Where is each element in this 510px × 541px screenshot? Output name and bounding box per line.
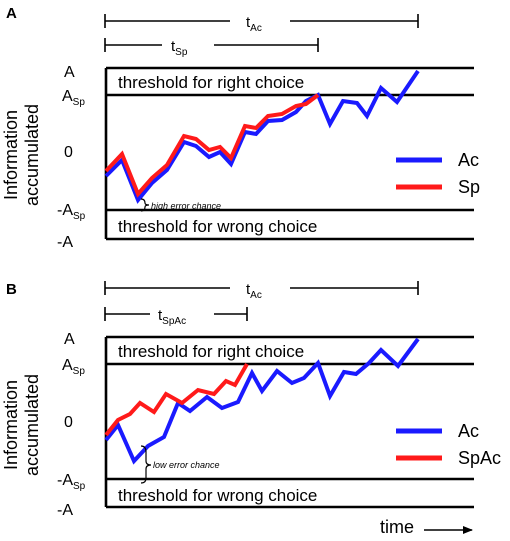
panel-b-error-brace — [140, 445, 152, 484]
panel-a-level-a: A — [64, 64, 75, 81]
panel-b-threshold-wrong-label: threshold for wrong choice — [118, 486, 317, 505]
panel-b-spac-trace — [104, 363, 249, 437]
panel-b-tspac-bracket — [104, 307, 248, 321]
panel-a-legend-ac: Ac — [458, 150, 479, 170]
panel-a-ylabel-line1: Information — [1, 110, 21, 200]
panel-a-frame — [104, 66, 474, 241]
panel-b-legend-ac: Ac — [458, 421, 479, 441]
panel-b-tspac-label: tSpAc — [158, 307, 186, 327]
panel-a-tac-bracket — [104, 14, 419, 28]
panel-a-threshold-wrong-label: threshold for wrong choice — [118, 217, 317, 236]
panel-a-tsp-bracket — [104, 38, 319, 52]
panel-b-ylabel-line2: accumulated — [22, 374, 42, 476]
panel-a-letter: A — [6, 5, 17, 22]
panel-a-level-neg-asp: -ASp — [57, 202, 86, 222]
panel-a-tsp-label: tSp — [171, 38, 188, 58]
panel-a-tac-label: tAc — [246, 14, 262, 34]
panel-a-legend-sp: Sp — [458, 177, 480, 197]
panel-a-level-asp: ASp — [62, 88, 85, 108]
panel-b-ac-trace — [104, 337, 420, 465]
panel-b-frame — [104, 335, 474, 509]
panel-a-sp-trace — [104, 93, 320, 198]
panel-a-note: high error chance — [151, 201, 221, 211]
panel-a-legend: Ac Sp — [396, 150, 480, 197]
panel-a-ac-trace — [104, 69, 420, 204]
panel-b-level-neg-asp: -ASp — [57, 472, 86, 492]
panel-a-level-zero: 0 — [64, 144, 73, 161]
panel-b-letter: B — [6, 281, 17, 298]
panel-b-time-label: time — [380, 517, 414, 537]
panel-a-error-brace — [140, 198, 150, 212]
panel-b-level-zero: 0 — [64, 414, 73, 431]
panel-a-ylabel-line2: accumulated — [22, 104, 42, 206]
panel-b-note: low error chance — [153, 460, 220, 470]
panel-b-level-neg-a: -A — [57, 502, 73, 519]
panel-b-level-asp: ASp — [62, 357, 85, 377]
panel-b-legend-spac: SpAc — [458, 448, 501, 468]
panel-b-ylabel-line1: Information — [1, 380, 21, 470]
panel-b-tac-bracket — [104, 281, 419, 295]
panel-a: A tAc tSp Information accumulated A ASp … — [1, 5, 480, 251]
panel-b-threshold-right-label: threshold for right choice — [118, 342, 304, 361]
panel-b-tac-label: tAc — [246, 281, 262, 301]
panel-b-level-a: A — [64, 331, 75, 348]
panel-a-threshold-right-label: threshold for right choice — [118, 73, 304, 92]
panel-b: B tAc tSpAc Information accumulated A AS… — [1, 281, 501, 537]
panel-b-legend: Ac SpAc — [396, 421, 501, 468]
panel-a-level-neg-a: -A — [57, 234, 73, 251]
